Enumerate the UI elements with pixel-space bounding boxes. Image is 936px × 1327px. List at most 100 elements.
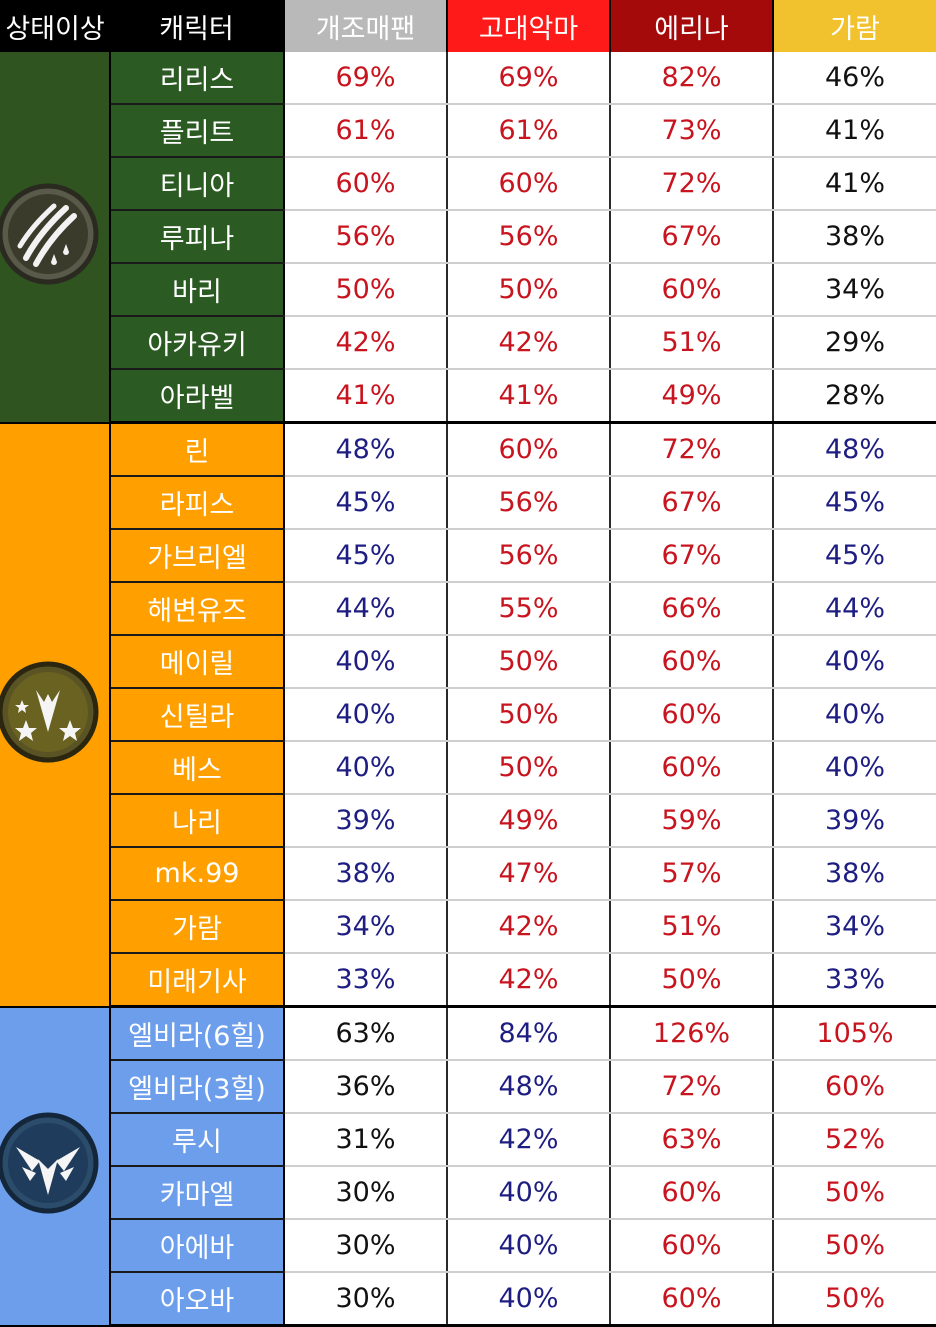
value-cell-col-0: 44% xyxy=(284,582,448,636)
value-cell-col-0: 48% xyxy=(284,422,448,477)
value-cell-col-1: 40% xyxy=(447,1272,611,1327)
value-cell-col-0: 60% xyxy=(284,157,448,211)
value-cell-col-2: 67% xyxy=(610,529,774,583)
value-cell-col-0: 41% xyxy=(284,369,448,424)
status-group-1 xyxy=(0,422,111,1008)
value-cell-col-1: 47% xyxy=(447,847,611,901)
table-row: 카마엘 30% 40% 60% 50% xyxy=(0,1166,936,1220)
value-cell-col-3: 45% xyxy=(773,529,936,583)
character-name: 아오바 xyxy=(110,1272,285,1327)
value-cell-col-0: 36% xyxy=(284,1060,448,1114)
value-cell-col-1: 60% xyxy=(447,157,611,211)
value-cell-col-0: 42% xyxy=(284,316,448,370)
value-cell-col-3: 34% xyxy=(773,900,936,954)
table-row: 해변유즈 44% 55% 66% 44% xyxy=(0,582,936,636)
character-name: 메이릴 xyxy=(110,635,285,689)
character-name: 해변유즈 xyxy=(110,582,285,636)
header-row: 상태이상 캐릭터 개조매팬 고대악마 에리나 가람 xyxy=(0,0,936,52)
table-row: 나리 39% 49% 59% 39% xyxy=(0,794,936,848)
table-row: 루피나 56% 56% 67% 38% xyxy=(0,210,936,264)
value-cell-col-3: 50% xyxy=(773,1219,936,1273)
character-name: 티니아 xyxy=(110,157,285,211)
value-cell-col-2: 72% xyxy=(610,422,774,477)
character-name: 엘비라(6힐) xyxy=(110,1006,285,1061)
header-col-2: 에리나 xyxy=(609,0,773,52)
value-cell-col-2: 51% xyxy=(610,900,774,954)
value-cell-col-1: 56% xyxy=(447,476,611,530)
value-cell-col-3: 50% xyxy=(773,1166,936,1220)
header-col-1: 고대악마 xyxy=(446,0,610,52)
character-name: 베스 xyxy=(110,741,285,795)
value-cell-col-2: 66% xyxy=(610,582,774,636)
table-row: 바리 50% 50% 60% 34% xyxy=(0,263,936,317)
header-col-0: 개조매팬 xyxy=(283,0,447,52)
value-cell-col-1: 40% xyxy=(447,1166,611,1220)
value-cell-col-2: 59% xyxy=(610,794,774,848)
value-cell-col-3: 60% xyxy=(773,1060,936,1114)
value-cell-col-3: 33% xyxy=(773,953,936,1008)
value-cell-col-1: 40% xyxy=(447,1219,611,1273)
value-cell-col-3: 52% xyxy=(773,1113,936,1167)
table-row: 아오바 30% 40% 60% 50% xyxy=(0,1272,936,1327)
character-name: 신틸라 xyxy=(110,688,285,742)
value-cell-col-0: 61% xyxy=(284,104,448,158)
value-cell-col-2: 50% xyxy=(610,953,774,1008)
value-cell-col-2: 60% xyxy=(610,635,774,689)
value-cell-col-1: 69% xyxy=(447,52,611,105)
table-row: 아카유키 42% 42% 51% 29% xyxy=(0,316,936,370)
value-cell-col-0: 39% xyxy=(284,794,448,848)
value-cell-col-3: 50% xyxy=(773,1272,936,1327)
table-row: 루시 31% 42% 63% 52% xyxy=(0,1113,936,1167)
value-cell-col-1: 50% xyxy=(447,688,611,742)
character-name: 아카유키 xyxy=(110,316,285,370)
value-cell-col-0: 40% xyxy=(284,688,448,742)
character-name: 엘비라(3힐) xyxy=(110,1060,285,1114)
value-cell-col-0: 33% xyxy=(284,953,448,1008)
value-cell-col-2: 82% xyxy=(610,52,774,105)
value-cell-col-0: 38% xyxy=(284,847,448,901)
table-row: 아라벨 41% 41% 49% 28% xyxy=(0,369,936,424)
value-cell-col-3: 40% xyxy=(773,635,936,689)
value-cell-col-2: 67% xyxy=(610,210,774,264)
table-row: 린 48% 60% 72% 48% xyxy=(0,422,936,1008)
character-name: 플리트 xyxy=(110,104,285,158)
value-cell-col-3: 41% xyxy=(773,104,936,158)
table-row: 메이릴 40% 50% 60% 40% xyxy=(0,635,936,689)
value-cell-col-1: 49% xyxy=(447,794,611,848)
status-group-0 xyxy=(0,52,111,424)
table-row: 리리스 69% 69% 82% 46% xyxy=(0,52,936,424)
status-group-2 xyxy=(0,1006,111,1327)
character-name: 가람 xyxy=(110,900,285,954)
table-row: 플리트 61% 61% 73% 41% xyxy=(0,104,936,158)
value-cell-col-0: 40% xyxy=(284,635,448,689)
value-cell-col-1: 42% xyxy=(447,900,611,954)
value-cell-col-0: 30% xyxy=(284,1272,448,1327)
table-row: 베스 40% 50% 60% 40% xyxy=(0,741,936,795)
header-character: 캐릭터 xyxy=(110,0,284,52)
table-row: 가람 34% 42% 51% 34% xyxy=(0,900,936,954)
value-cell-col-1: 84% xyxy=(447,1006,611,1061)
value-cell-col-2: 51% xyxy=(610,316,774,370)
value-cell-col-3: 29% xyxy=(773,316,936,370)
table-row: 티니아 60% 60% 72% 41% xyxy=(0,157,936,211)
value-cell-col-3: 46% xyxy=(773,52,936,105)
value-cell-col-1: 42% xyxy=(447,316,611,370)
value-cell-col-0: 45% xyxy=(284,476,448,530)
value-cell-col-1: 42% xyxy=(447,953,611,1008)
value-cell-col-2: 126% xyxy=(610,1006,774,1061)
character-name: 가브리엘 xyxy=(110,529,285,583)
value-cell-col-3: 38% xyxy=(773,210,936,264)
value-cell-col-1: 50% xyxy=(447,741,611,795)
value-cell-col-1: 48% xyxy=(447,1060,611,1114)
table-row: 미래기사 33% 42% 50% 33% xyxy=(0,953,936,1008)
character-name: 루피나 xyxy=(110,210,285,264)
value-cell-col-2: 60% xyxy=(610,1166,774,1220)
value-cell-col-3: 40% xyxy=(773,688,936,742)
winged-emblem-icon xyxy=(0,1008,108,1324)
character-name: 린 xyxy=(110,422,285,477)
table-row: 엘비라(6힐) 63% 84% 126% 105% xyxy=(0,1006,936,1327)
value-cell-col-1: 61% xyxy=(447,104,611,158)
value-cell-col-3: 34% xyxy=(773,263,936,317)
value-cell-col-0: 56% xyxy=(284,210,448,264)
